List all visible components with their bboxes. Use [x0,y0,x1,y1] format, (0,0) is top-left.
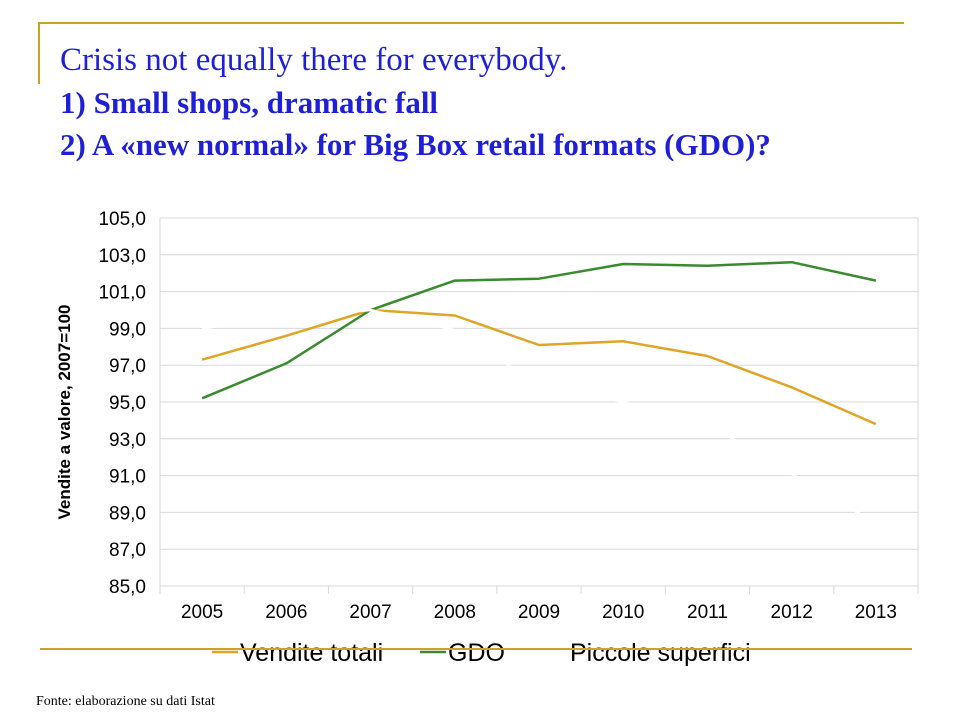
y-tick-label: 91,0 [109,467,146,488]
title-line-1: Crisis not equally there for everybody. [60,42,568,78]
x-tick-label: 2010 [602,602,644,623]
x-tick-label: 2005 [181,602,223,623]
x-tick-label: 2006 [265,602,307,623]
y-tick-label: 101,0 [98,283,146,304]
legend-label: Vendite totali [240,639,383,667]
legend-label: Piccole superfici [570,639,751,667]
x-tick-label: 2007 [349,602,391,623]
x-tick-label: 2009 [518,602,560,623]
legend: Vendite totali GDO Piccole superfici [212,639,751,667]
x-tick-label: 2013 [855,602,897,623]
grid [160,217,918,587]
series-line-2 [201,308,877,525]
y-tick-label: 103,0 [98,246,146,267]
y-tick-label: 93,0 [109,430,146,451]
y-tick-label: 105,0 [98,209,146,230]
y-axis-label: Vendite a valore, 2007=100 [55,304,74,519]
y-tick-label: 85,0 [109,577,146,598]
x-tick-label: 2008 [434,602,476,623]
x-tick-label: 2011 [687,602,728,623]
x-tick-label: 2012 [771,602,813,623]
y-tick-label: 97,0 [109,356,146,377]
y-tick-label: 95,0 [109,393,146,414]
y-tick-label: 99,0 [109,319,146,340]
series-line-0 [201,308,877,426]
legend-label: GDO [448,639,505,667]
decorative-left-rule [38,22,40,84]
source-note: Fonte: elaborazione su dati Istat [36,694,215,709]
plot-frame [159,217,919,587]
slide-title: Crisis not equally there for everybody. … [60,38,940,166]
y-tick-label: 87,0 [109,540,146,561]
decorative-bottom-rule [40,648,912,650]
title-line-3: 2) A «new normal» for Big Box retail for… [60,127,771,162]
series-lines [201,260,877,525]
series-line-1 [201,260,877,400]
y-tick-label: 89,0 [109,503,146,524]
decorative-top-rule [40,22,904,24]
title-line-2: 1) Small shops, dramatic fall [60,85,439,120]
axes: 85,0 87,0 89,0 91,0 93,0 95,0 97,0 99,0 101,0 103… [55,209,919,623]
